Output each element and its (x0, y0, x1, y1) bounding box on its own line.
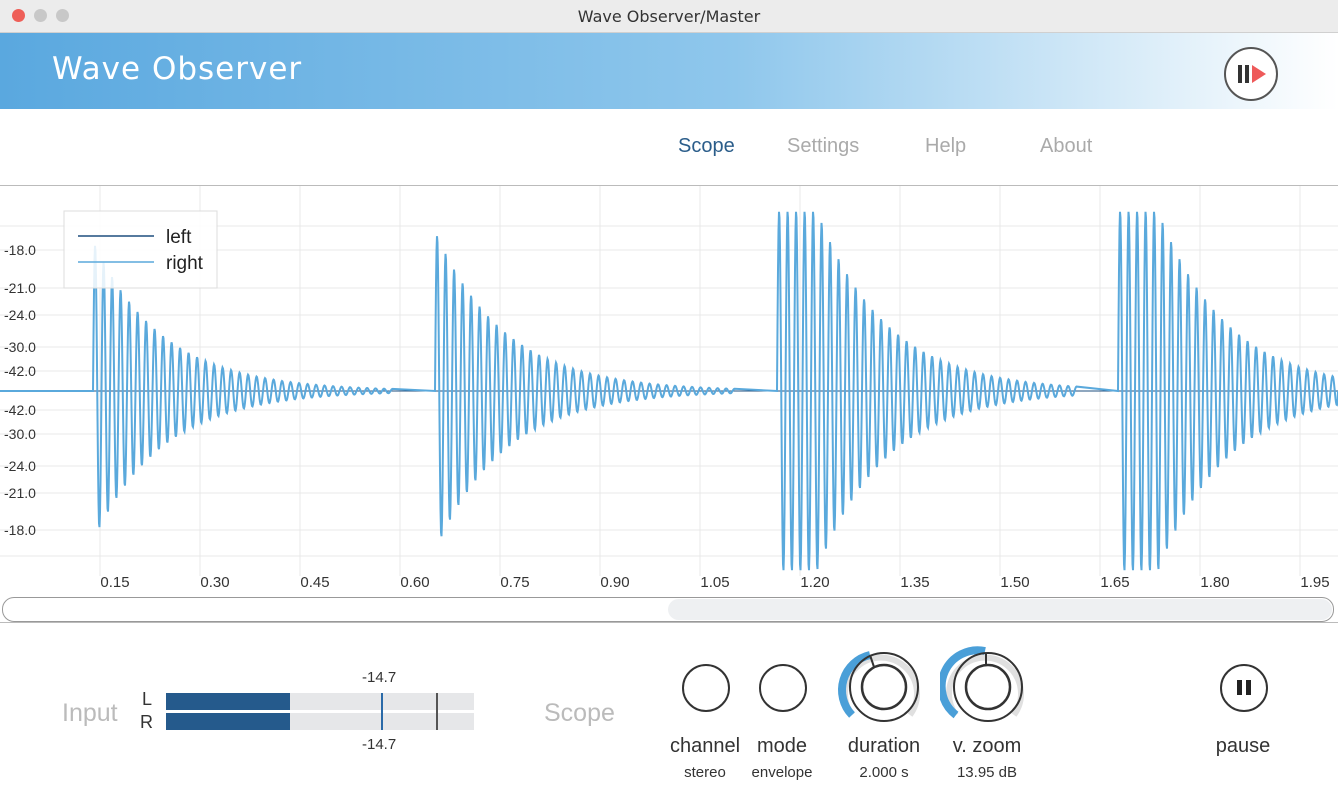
knob-name: channel (669, 735, 741, 757)
peak-label: -14.7 (362, 669, 397, 686)
nav-item[interactable]: Settings (787, 135, 860, 157)
channel-button[interactable] (682, 664, 730, 712)
minimize-button[interactable] (34, 9, 47, 22)
knob-value: 2.000 s (859, 764, 909, 781)
right-trace (0, 211, 1338, 571)
x-label: 0.45 (300, 574, 329, 591)
close-button[interactable] (12, 9, 25, 22)
y-label: -24.0 (4, 307, 36, 323)
scroll-thumb[interactable] (668, 599, 1332, 620)
zoom-button[interactable] (56, 9, 69, 22)
x-label: 0.90 (600, 574, 629, 591)
duration-knob[interactable] (836, 645, 926, 735)
mode-button[interactable] (759, 664, 807, 712)
x-label: 1.95 (1300, 574, 1329, 591)
pause-label: pause (1215, 735, 1271, 757)
knob-value: envelope (751, 764, 813, 781)
title-bar: Wave Observer/Master (0, 0, 1338, 33)
pause-icon (1237, 680, 1251, 695)
legend-label: right (166, 253, 204, 274)
knob-name: duration (847, 735, 921, 757)
channel-label: L (142, 689, 153, 709)
pause-button[interactable] (1220, 664, 1268, 712)
scrollbar[interactable] (2, 597, 1334, 622)
x-label: 1.50 (1000, 574, 1029, 591)
x-label: 1.20 (800, 574, 829, 591)
x-label: 0.75 (500, 574, 529, 591)
knob-name: v. zoom (952, 735, 1022, 757)
header: Wave Observer (0, 33, 1338, 109)
knob-name: mode (756, 735, 808, 757)
nav-item[interactable]: About (1040, 135, 1093, 157)
scope-view: -18.0 -21.0 -24.0 -30.0 -42.0 -42.0 -30.0 -24.0… (0, 186, 1338, 591)
legend-box (63, 210, 218, 289)
x-label: 0.30 (200, 574, 229, 591)
y-label: -42.0 (4, 402, 36, 418)
x-label: 1.35 (900, 574, 929, 591)
nav-bar: Scope Settings Help About (0, 109, 1338, 186)
x-label: 1.65 (1100, 574, 1129, 591)
y-label: -18.0 (4, 522, 36, 538)
knob-value: 13.95 dB (956, 764, 1018, 781)
level-meter (166, 693, 474, 730)
peak-label: -14.7 (362, 736, 397, 753)
run-icon (1238, 65, 1266, 83)
x-label: 1.80 (1200, 574, 1229, 591)
nav-item[interactable]: Scope (678, 135, 735, 157)
y-label: -24.0 (4, 458, 36, 474)
y-label: -18.0 (4, 242, 36, 258)
legend-label: left (166, 227, 192, 248)
y-label: -30.0 (4, 426, 36, 442)
knob-value: stereo (684, 764, 726, 781)
control-panel: Input L R -14.7 -14.7 Scope pause channe… (0, 622, 1338, 801)
y-label: -42.0 (4, 363, 36, 379)
scope-label: Scope (544, 699, 615, 727)
y-label: -21.0 (4, 485, 36, 501)
x-label: 0.60 (400, 574, 429, 591)
nav-item[interactable]: Help (925, 135, 967, 157)
window-title: Wave Observer/Master (577, 7, 761, 26)
input-label: Input (62, 699, 118, 727)
y-label: -30.0 (4, 339, 36, 355)
x-label: 0.15 (100, 574, 129, 591)
vzoom-knob[interactable] (940, 645, 1030, 735)
app-title: Wave Observer (52, 51, 303, 87)
run-toggle[interactable] (1224, 47, 1278, 101)
x-label: 1.05 (700, 574, 729, 591)
y-label: -21.0 (4, 280, 36, 296)
channel-label: R (140, 712, 153, 732)
